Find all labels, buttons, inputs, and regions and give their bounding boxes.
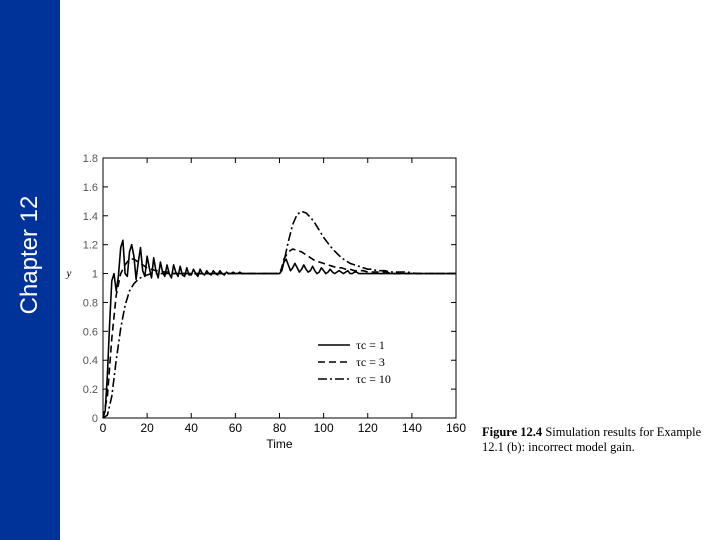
x-tick-label: 80 [273,421,287,435]
plot-frame [102,157,457,419]
y-tick-label: 1 [92,269,98,281]
figure-caption-lead: Figure 12.4 [482,425,543,439]
x-tick-label: 20 [140,421,154,435]
x-tick-label: 60 [229,421,243,435]
series-line-3 [102,210,456,419]
x-tick-label: 140 [402,421,422,435]
chart-axes: 0 20 40 60 80 100 120 140 160 0 0.2 0.4 0.6 0.8 1 1.2 1.… [66,153,467,451]
y-tick-label: 1.2 [83,240,98,252]
legend-label-3: τc = 10 [356,372,391,386]
y-tick-label: 0.4 [83,355,98,367]
y-tick-label: 1.6 [83,182,98,194]
x-axis-label: Time [266,437,293,451]
y-tick-label: 1.4 [83,211,98,223]
y-tick-label: 1.8 [83,153,98,165]
chart-series [102,210,456,419]
y-tick-label: 0 [92,413,98,425]
y-tick-label: 0.8 [83,297,98,309]
chart-legend: τc = 1 τc = 3 τc = 10 [318,338,391,386]
x-tick-label: 40 [185,421,199,435]
figure-caption-text: Simulation results for Example 12.1 (b):… [482,425,702,454]
chapter-label: Chapter 12 [16,195,43,315]
figure-caption: Figure 12.4 Simulation results for Examp… [482,425,717,455]
x-tick-label: 100 [314,421,334,435]
y-axis-label: y [66,267,72,279]
x-tick-label: 160 [446,421,466,435]
chapter-sidebar: Chapter 12 [0,0,60,540]
series-line-2 [102,248,456,419]
x-tick-label: 0 [100,421,107,435]
legend-label-2: τc = 3 [356,355,385,369]
x-tick-label: 120 [358,421,378,435]
series-line-1 [102,239,456,419]
y-tick-label: 0.2 [83,384,98,396]
legend-label-1: τc = 1 [356,338,385,352]
simulation-chart: 0 20 40 60 80 100 120 140 160 0 0.2 0.4 0.6 0.8 1 1.2 1.… [66,153,467,451]
y-tick-label: 0.6 [83,326,98,338]
